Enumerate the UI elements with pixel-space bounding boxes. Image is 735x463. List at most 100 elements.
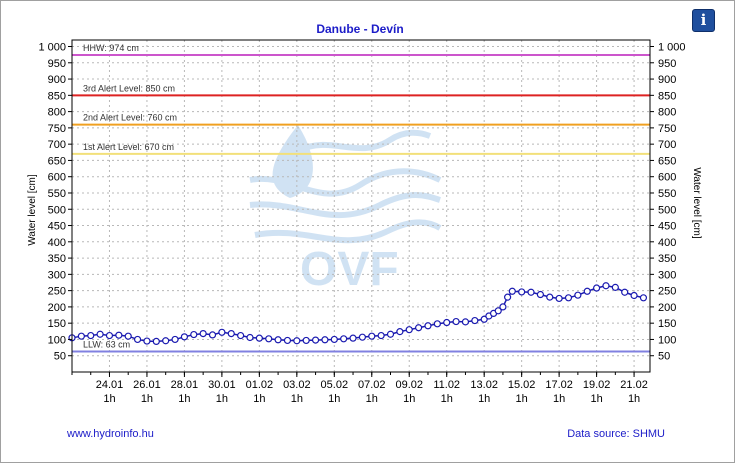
water-level-point: [283, 336, 292, 345]
x-tick-label-hour: 1h: [441, 393, 453, 405]
y-tick-label-left: 600: [48, 172, 66, 184]
water-level-point: [386, 330, 395, 338]
x-tick-label-date: 09.02: [395, 379, 423, 391]
chart-title: Danube - Devín: [316, 22, 403, 36]
x-tick-label-hour: 1h: [366, 393, 378, 405]
y-tick-label-left: 500: [48, 204, 66, 216]
water-level-point: [143, 337, 151, 345]
water-level-point: [293, 337, 301, 345]
plot-area-border: [71, 39, 651, 373]
water-level-point: [499, 303, 507, 311]
threshold-label: 3rd Alert Level: 850 cm: [83, 83, 175, 93]
svg-text:OVF: OVF: [300, 243, 399, 296]
water-level-point: [504, 293, 512, 301]
water-level-point: [555, 294, 563, 303]
x-tick-label-hour: 1h: [178, 393, 190, 405]
water-level-point: [77, 332, 85, 340]
water-level-point: [508, 287, 516, 295]
water-level-point: [115, 331, 123, 339]
water-level-point: [368, 332, 376, 340]
water-level-point: [180, 333, 189, 341]
y-tick-label-right: 150: [658, 318, 676, 330]
y-tick-label-left: 800: [48, 107, 66, 119]
water-level-point: [105, 331, 114, 340]
water-level-point: [349, 334, 357, 342]
y-tick-label-right: 50: [658, 351, 670, 363]
y-tick-label-right: 1 000: [658, 42, 686, 54]
threshold-label: LLW: 63 cm: [83, 339, 130, 349]
water-level-point: [208, 331, 217, 339]
y-tick-label-right: 400: [658, 237, 676, 249]
water-level-point: [265, 335, 273, 343]
water-level-point: [96, 330, 104, 338]
x-tick-label-date: 28.01: [171, 379, 199, 391]
ovf-watermark-logo: OVF: [249, 125, 442, 296]
water-level-point: [199, 329, 207, 338]
y-tick-label-left: 850: [48, 90, 66, 102]
y-tick-label-left: 200: [48, 302, 66, 314]
water-level-point: [377, 331, 385, 340]
water-level-point: [246, 333, 254, 342]
y-tick-label-left: 100: [48, 334, 66, 346]
water-level-point: [461, 318, 470, 326]
water-level-point: [471, 316, 479, 325]
water-level-point: [546, 293, 554, 301]
y-axis-label-left: Water level [cm]: [27, 174, 38, 246]
y-tick-label-right: 200: [658, 302, 676, 314]
water-level-point: [536, 290, 544, 299]
y-tick-label-right: 700: [658, 139, 676, 151]
y-tick-label-right: 950: [658, 58, 676, 70]
water-level-point: [574, 291, 582, 299]
x-tick-label-hour: 1h: [516, 393, 528, 405]
x-tick-label-hour: 1h: [103, 393, 115, 405]
water-level-point: [133, 335, 142, 344]
y-tick-label-left: 250: [48, 286, 66, 298]
y-tick-label-right: 800: [658, 107, 676, 119]
threshold-label: 1st Alert Level: 670 cm: [83, 142, 174, 152]
water-level-point: [494, 307, 502, 315]
x-tick-label-hour: 1h: [141, 393, 153, 405]
x-tick-label-date: 11.02: [433, 379, 460, 391]
water-level-point: [87, 331, 95, 340]
x-tick-label-hour: 1h: [628, 393, 640, 405]
threshold-label: 2nd Alert Level: 760 cm: [83, 113, 177, 123]
website-link[interactable]: www.hydroinfo.hu: [66, 428, 154, 440]
y-tick-label-right: 450: [658, 221, 676, 233]
water-level-point: [621, 288, 629, 296]
water-level-point: [602, 282, 610, 290]
y-tick-label-right: 600: [658, 172, 676, 184]
y-axis-label-right: Water level [cm]: [691, 167, 702, 239]
y-tick-label-left: 550: [48, 188, 66, 200]
water-level-point: [311, 336, 320, 344]
info-icon[interactable]: i: [692, 9, 715, 32]
y-tick-label-left: 350: [48, 253, 66, 265]
y-tick-label-right: 550: [658, 188, 676, 200]
y-tick-label-left: 400: [48, 237, 66, 249]
water-level-point: [340, 335, 348, 343]
water-level-point: [452, 317, 460, 326]
y-tick-label-right: 250: [658, 286, 676, 298]
x-tick-label-date: 26.01: [133, 379, 161, 391]
water-level-point: [190, 330, 198, 339]
water-level-point: [396, 328, 404, 336]
y-tick-label-right: 100: [658, 334, 676, 346]
water-level-point: [480, 315, 488, 323]
y-tick-label-left: 750: [48, 123, 66, 135]
water-level-point: [611, 283, 619, 291]
water-level-point: [593, 284, 601, 292]
x-tick-label-date: 13.02: [470, 379, 498, 391]
y-tick-label-left: 950: [48, 58, 66, 70]
x-tick-label-hour: 1h: [328, 393, 340, 405]
water-level-point: [171, 335, 179, 344]
water-level-point: [255, 334, 263, 342]
y-tick-label-right: 650: [658, 155, 676, 167]
threshold-label: HHW: 974 cm: [83, 43, 139, 53]
water-level-point: [518, 288, 526, 296]
y-tick-label-left: 150: [48, 318, 66, 330]
data-source-label: Data source: SHMU: [567, 428, 665, 440]
water-level-point: [405, 326, 413, 334]
y-tick-label-right: 900: [658, 74, 676, 86]
water-level-point: [274, 336, 282, 344]
